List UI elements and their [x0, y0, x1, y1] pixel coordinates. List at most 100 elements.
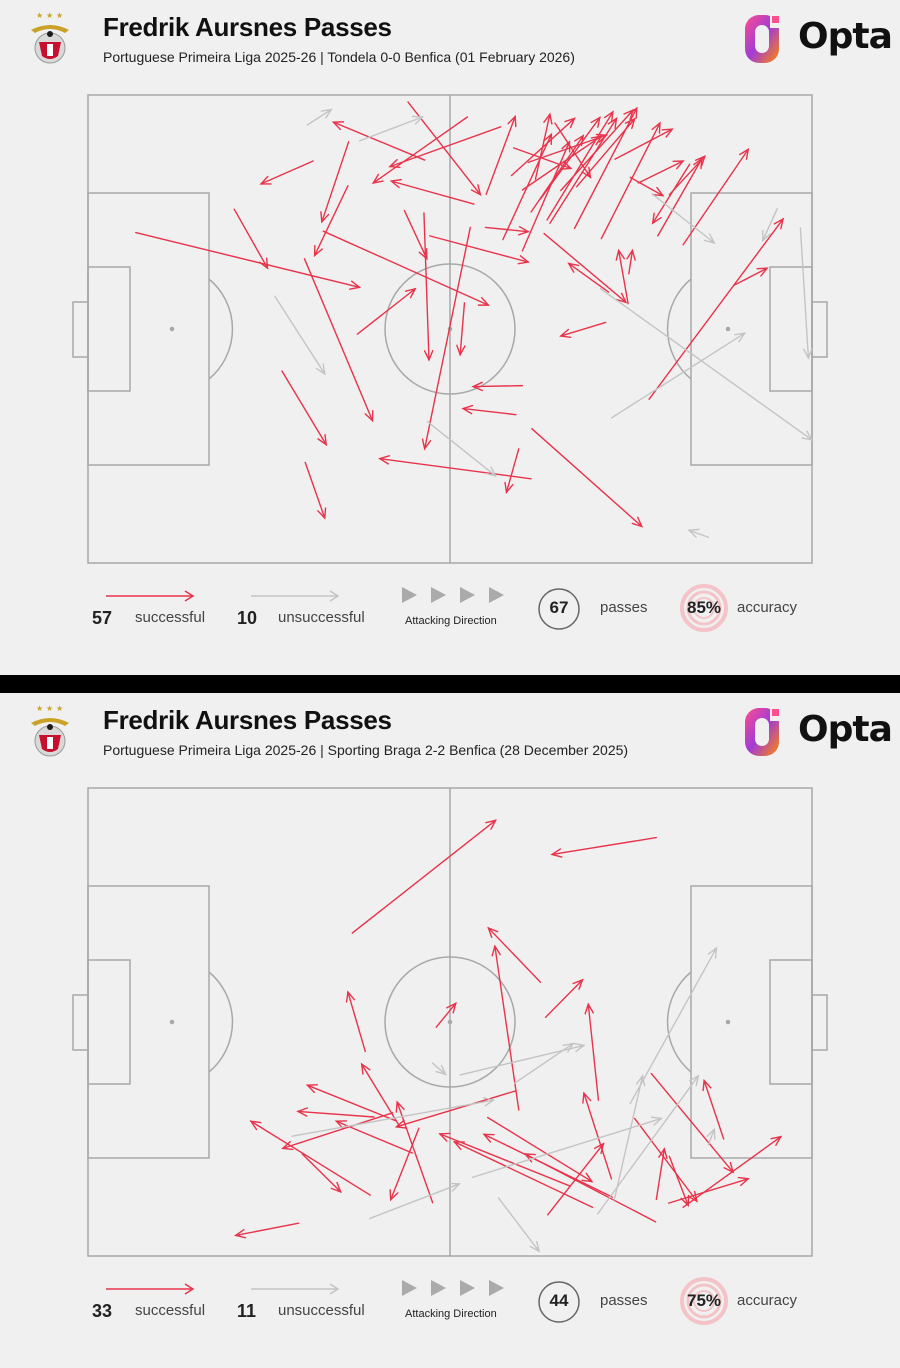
- pass-arrowhead: [573, 1042, 586, 1053]
- accuracy-value: 85%: [686, 598, 722, 617]
- pass-line: [471, 1117, 663, 1179]
- pass-line: [587, 1003, 600, 1101]
- pass-arrowhead: [543, 132, 553, 146]
- pass-line: [657, 157, 703, 237]
- successful-pass-arrow: [456, 302, 466, 357]
- legend: 33 successful 11 unsuccessful Attacking …: [0, 1273, 900, 1333]
- pass-arrowhead: [615, 292, 628, 304]
- successful-pass-arrow: [667, 1176, 750, 1204]
- pass-line: [600, 122, 661, 240]
- pass-arrowhead: [470, 184, 482, 197]
- successful-pass-arrow: [554, 122, 592, 179]
- unsuccessful-count: 10: [237, 608, 258, 628]
- pass-line: [614, 128, 673, 160]
- pass-line: [396, 1101, 434, 1204]
- accuracy-target-icon: [680, 1277, 728, 1325]
- pass-line: [573, 107, 638, 230]
- pass-line: [560, 321, 607, 337]
- pass-arrowhead: [371, 173, 384, 184]
- pass-line: [554, 122, 592, 179]
- successful-pass-arrow: [360, 1062, 401, 1127]
- successful-pass-arrow: [296, 1107, 375, 1118]
- pass-arrowhead: [559, 328, 572, 338]
- pass-line: [485, 115, 516, 195]
- left-goal: [72, 301, 89, 358]
- successful-label: successful: [135, 1302, 206, 1319]
- pass-line: [633, 1117, 698, 1202]
- successful-pass-arrow: [549, 116, 618, 224]
- chart-title: Fredrik Aursnes Passes: [103, 12, 392, 42]
- unsuccessful-pass-arrow: [629, 946, 718, 1105]
- pass-line: [799, 227, 810, 359]
- pass-arrows: [135, 101, 814, 538]
- svg-text:★: ★: [56, 704, 63, 713]
- pass-arrowhead: [296, 1107, 309, 1117]
- pass-line: [524, 1153, 657, 1223]
- pass-line: [233, 208, 269, 269]
- pass-line: [628, 249, 634, 275]
- pass-arrowhead: [658, 1147, 668, 1160]
- successful-pass-arrow: [378, 455, 532, 480]
- unsuccessful-pass-arrow: [610, 332, 747, 419]
- pass-line: [372, 116, 469, 184]
- pass-line: [652, 163, 691, 224]
- pass-arrowhead: [313, 244, 323, 258]
- pass-arrowhead: [448, 1182, 462, 1192]
- pass-arrowhead: [661, 128, 674, 138]
- unsuccessful-pass-arrow: [368, 1182, 462, 1220]
- successful-pass-arrow: [637, 160, 685, 184]
- successful-pass-arrow: [313, 185, 349, 258]
- pass-arrows: [234, 819, 783, 1253]
- pitch-markings: [72, 787, 828, 1257]
- pass-arrowhead: [504, 481, 514, 494]
- unsuccessful-pass-arrow: [651, 193, 716, 244]
- right-penalty-spot: [725, 326, 731, 332]
- pass-line: [297, 1110, 375, 1118]
- successful-pass-arrow: [395, 1100, 434, 1204]
- pass-arrowhead: [418, 248, 428, 261]
- pass-arrowhead: [631, 516, 644, 528]
- pass-arrowhead: [518, 226, 530, 236]
- pass-line: [304, 461, 326, 519]
- pass-arrowhead: [770, 1135, 783, 1147]
- unsuccessful-arrow-icon: [251, 1283, 340, 1295]
- left-penalty-arc: [208, 278, 234, 380]
- successful-pass-arrow: [394, 1090, 517, 1129]
- successful-pass-arrow: [543, 232, 628, 304]
- pass-arrowhead: [360, 1062, 371, 1075]
- pass-line: [321, 141, 350, 223]
- pass-line: [303, 258, 374, 422]
- successful-label: successful: [135, 609, 206, 626]
- pass-line: [260, 160, 314, 185]
- pass-arrowhead: [317, 507, 327, 520]
- pass-arrowhead: [590, 135, 603, 146]
- pass-line: [379, 457, 532, 480]
- pass-line: [487, 927, 542, 983]
- pass-arrowhead: [483, 1097, 496, 1107]
- pass-arrowhead: [623, 108, 635, 121]
- pitch-svg: [72, 94, 828, 564]
- opta-logo: Opta: [740, 10, 893, 68]
- pass-arrowhead: [626, 248, 636, 261]
- successful-pass-arrow: [435, 1001, 457, 1028]
- pass-map-panel-1: ★ ★ ★ Fredrik Aursnes Passes Portuguese …: [0, 0, 900, 675]
- pass-arrowhead: [364, 410, 374, 423]
- pass-arrowhead: [703, 233, 716, 244]
- successful-pass-arrow: [614, 128, 674, 160]
- unsuccessful-pass-arrow: [358, 115, 425, 142]
- opta-wordmark: Opta: [798, 16, 893, 57]
- pass-line: [472, 384, 524, 388]
- pass-arrowhead: [628, 106, 638, 119]
- pass-line: [629, 947, 718, 1105]
- pass-arrowhead: [651, 212, 662, 225]
- attacking-direction-icon: [402, 587, 504, 603]
- pass-line: [544, 979, 584, 1019]
- unsuccessful-pass-arrow: [426, 420, 497, 478]
- chart-subtitle: Portuguese Primeira Liga 2025-26 | Tonde…: [103, 49, 575, 65]
- pass-arrowhead: [330, 1181, 342, 1194]
- successful-pass-arrow: [320, 141, 350, 224]
- pass-line: [688, 529, 710, 538]
- pass-line: [505, 448, 520, 494]
- successful-pass-arrow: [331, 121, 426, 161]
- pass-arrowhead: [773, 217, 785, 230]
